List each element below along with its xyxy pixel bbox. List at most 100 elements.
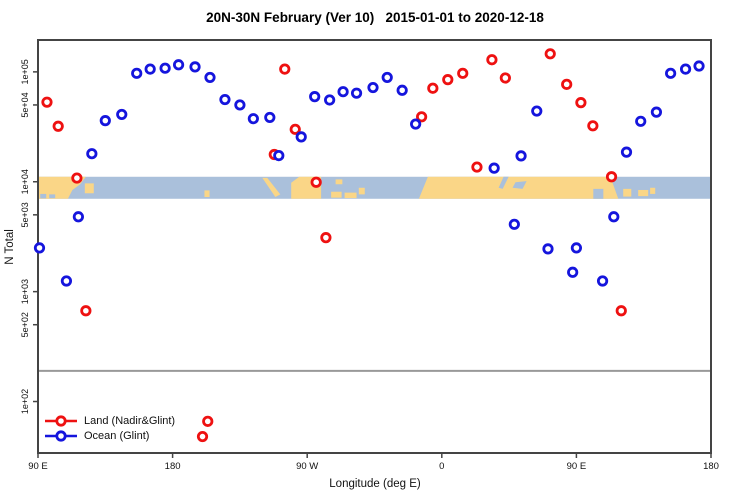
y-tick-label: 1e+02 [20, 389, 30, 414]
land-point [615, 305, 627, 317]
land-point [41, 96, 53, 108]
land-point [279, 63, 291, 75]
ocean-point [635, 115, 647, 127]
land-point [320, 232, 332, 244]
land-point [80, 305, 92, 317]
ocean-point [159, 62, 171, 74]
map-band-land [84, 183, 94, 194]
land-point [416, 111, 428, 123]
ocean-point [324, 94, 336, 106]
y-tick-label: 1e+05 [20, 59, 30, 84]
map-band-land [204, 190, 210, 198]
ocean-point [247, 113, 259, 125]
x-tick-label: 0 [439, 461, 444, 472]
map-band-land [331, 191, 342, 198]
ocean-point [679, 63, 692, 75]
ocean-point [264, 111, 276, 124]
map-band-water [498, 176, 509, 189]
y-axis-title: N Total [4, 229, 16, 265]
x-tick-label: 180 [703, 461, 719, 472]
map-band-water [40, 193, 47, 199]
ocean-point [144, 63, 156, 75]
x-tick-label: 180 [165, 461, 181, 472]
ocean-point [86, 148, 98, 160]
ocean-legend-ring-icon [55, 429, 67, 442]
ocean-point [531, 105, 543, 117]
legend-item-ocean: Ocean (Glint) [44, 428, 175, 443]
ocean-point [72, 211, 84, 223]
ocean-point [410, 118, 422, 130]
map-band-water [49, 194, 56, 199]
ocean-point [219, 93, 231, 106]
map-band-land [650, 187, 656, 194]
map-band-land [638, 189, 649, 197]
land-point [561, 78, 573, 90]
ocean-point [309, 91, 321, 103]
land-legend-symbol [45, 414, 77, 427]
ocean-point [596, 275, 609, 287]
ocean-point [396, 84, 408, 96]
legend: Land (Nadir&Glint) Ocean (Glint) [44, 413, 175, 443]
ocean-point [33, 242, 46, 254]
ocean-point [608, 211, 620, 223]
land-point [605, 171, 618, 183]
ocean-point [567, 266, 579, 278]
land-point [289, 123, 301, 135]
ocean-point [172, 59, 185, 71]
ocean-point [131, 67, 143, 79]
land-point [471, 161, 483, 173]
y-tick-label: 5e+04 [20, 92, 30, 117]
y-tick-label: 5e+03 [20, 202, 30, 227]
ocean-point [234, 99, 246, 111]
land-point [587, 120, 599, 132]
land-legend-ring-icon [55, 414, 67, 427]
map-band-water [512, 181, 527, 189]
map-band-land [344, 192, 357, 199]
ocean-point [650, 106, 663, 118]
land-point [196, 430, 209, 443]
legend-item-land: Land (Nadir&Glint) [44, 413, 175, 428]
ocean-point [60, 275, 73, 287]
land-point [457, 67, 469, 79]
land-point [310, 176, 322, 188]
ocean-point [542, 243, 554, 255]
map-band-land [335, 179, 343, 185]
ocean-point [488, 162, 500, 174]
ocean-point [350, 87, 363, 99]
y-tick-label: 1e+03 [20, 279, 30, 304]
ocean-point [508, 218, 520, 230]
ocean-point [665, 67, 677, 79]
ocean-point [693, 60, 705, 72]
x-tick-label: 90 E [567, 461, 587, 472]
plot-border [37, 39, 712, 454]
x-axis-title: Longitude (deg E) [329, 478, 421, 490]
map-band-land [262, 177, 281, 198]
ocean-point [116, 108, 128, 121]
land-point [575, 97, 587, 109]
y-tick-label: 5e+02 [20, 312, 30, 337]
land-point [202, 415, 214, 427]
map-band-water [593, 188, 604, 199]
ocean-point [204, 71, 216, 84]
land-point [499, 72, 511, 84]
x-tick-label: 90 E [28, 461, 48, 472]
ocean-point [99, 115, 111, 127]
ocean-point [189, 61, 201, 73]
ocean-point [620, 146, 633, 158]
land-point [442, 74, 454, 86]
land-point [544, 48, 556, 60]
chart-title: 20N-30N February (Ver 10) 2015-01-01 to … [206, 10, 544, 25]
ocean-point [367, 81, 379, 94]
ocean-point [273, 149, 285, 162]
land-point [52, 120, 64, 132]
ocean-legend-symbol [45, 429, 77, 442]
map-band-land [623, 188, 632, 197]
ocean-point [337, 86, 349, 98]
ocean-point [515, 150, 527, 162]
land-legend-label: Land (Nadir&Glint) [84, 414, 176, 427]
y-tick-label: 1e+04 [20, 169, 30, 194]
ocean-point [570, 242, 583, 254]
ocean-legend-label: Ocean (Glint) [84, 429, 150, 442]
